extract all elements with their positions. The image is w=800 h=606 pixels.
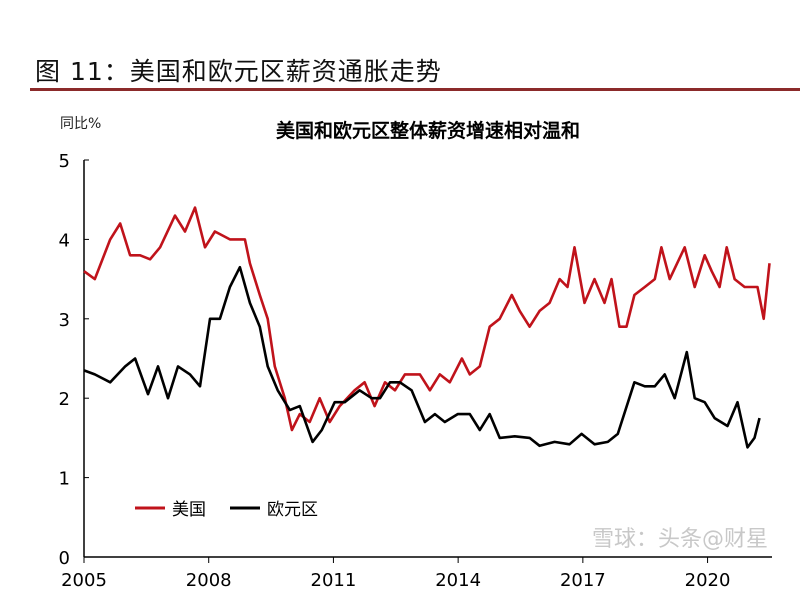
legend-label-euro: 欧元区 — [267, 500, 318, 520]
title-rule — [30, 88, 800, 91]
y-tick-label: 0 — [59, 548, 70, 569]
x-tick-label: 2014 — [435, 570, 481, 591]
y-tick-label: 5 — [59, 151, 70, 172]
y-tick-label: 1 — [59, 469, 70, 490]
x-tick-label: 2011 — [311, 570, 357, 591]
y-axis-label: 同比% — [60, 116, 101, 132]
watermark: 雪球：头条@财星 — [592, 527, 768, 552]
y-tick-label: 3 — [59, 310, 70, 331]
x-tick-label: 2008 — [186, 570, 232, 591]
legend: 美国 欧元区 — [135, 500, 318, 520]
x-tick-label: 2005 — [61, 570, 107, 591]
legend-label-us: 美国 — [172, 500, 206, 520]
x-tick-label: 2020 — [685, 570, 731, 591]
series-line-euro — [83, 265, 761, 449]
y-tick-label: 4 — [59, 230, 70, 251]
series-line-us — [83, 206, 771, 432]
x-tick-label: 2017 — [560, 570, 606, 591]
chart-title: 美国和欧元区整体薪资增速相对温和 — [276, 119, 580, 142]
figure-title: 图 11：美国和欧元区薪资通胀走势 — [35, 57, 442, 86]
y-tick-label: 2 — [59, 389, 70, 410]
